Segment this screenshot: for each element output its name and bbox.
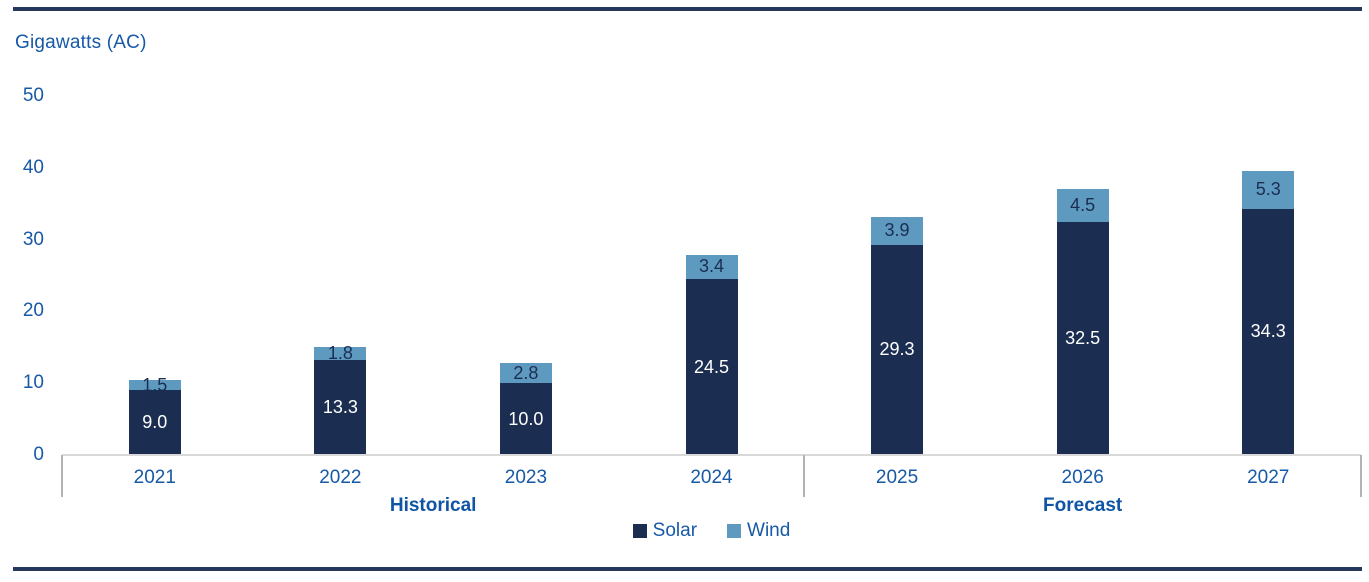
bar-segment-solar-2023: 10.0 bbox=[499, 383, 552, 455]
y-tick-label: 0 bbox=[33, 444, 44, 465]
bar-value-label: 3.9 bbox=[884, 220, 910, 241]
top-rule bbox=[13, 7, 1362, 11]
bar-value-label: 1.5 bbox=[142, 374, 168, 395]
group-label-historical: Historical bbox=[389, 495, 477, 516]
bar-value-label: 13.3 bbox=[322, 396, 358, 417]
legend-entry-solar: Solar bbox=[632, 520, 698, 542]
bar-segment-solar-2022: 13.3 bbox=[314, 359, 367, 455]
bar-value-label: 2.8 bbox=[513, 362, 539, 383]
y-tick-label: 40 bbox=[22, 156, 44, 178]
x-axis-line bbox=[62, 454, 1361, 456]
bar-segment-solar-2027: 34.3 bbox=[1242, 208, 1295, 455]
bar-value-label: 9.0 bbox=[142, 412, 168, 433]
bar-segment-wind-2024: 3.4 bbox=[685, 254, 738, 280]
bar-value-label: 4.5 bbox=[1070, 194, 1096, 215]
y-tick-label: 50 bbox=[22, 85, 44, 106]
bar-segment-solar-2021: 9.0 bbox=[128, 390, 181, 455]
bar-segment-wind-2022: 1.8 bbox=[314, 343, 367, 363]
legend: Solar Wind bbox=[62, 520, 1361, 542]
bar-segment-wind-2026: 4.5 bbox=[1056, 189, 1109, 222]
y-tick-label: 20 bbox=[22, 300, 44, 322]
bottom-rule bbox=[13, 567, 1362, 571]
x-category-label: 2025 bbox=[875, 467, 919, 488]
legend-swatch-wind bbox=[727, 524, 742, 538]
group-boundary-tick bbox=[1360, 455, 1362, 497]
bar-segment-solar-2026: 32.5 bbox=[1056, 221, 1109, 455]
x-category-label: 2024 bbox=[690, 467, 733, 488]
legend-label: Solar bbox=[652, 520, 698, 541]
bar-value-label: 10.0 bbox=[508, 408, 544, 429]
bar-value-label: 24.5 bbox=[693, 356, 730, 377]
bar-value-label: 5.3 bbox=[1255, 179, 1281, 200]
bar-segment-wind-2021: 1.5 bbox=[128, 375, 181, 395]
y-tick-label: 30 bbox=[22, 228, 44, 250]
legend-label: Wind bbox=[747, 520, 791, 541]
group-boundary-tick bbox=[61, 455, 63, 497]
bar-segment-wind-2027: 5.3 bbox=[1242, 170, 1295, 209]
bar-segment-wind-2025: 3.9 bbox=[871, 216, 924, 245]
x-category-label: 2026 bbox=[1061, 467, 1104, 488]
y-tick-label: 10 bbox=[22, 372, 44, 394]
x-category-label: 2021 bbox=[133, 467, 176, 488]
bar-value-label: 1.8 bbox=[327, 342, 353, 363]
x-category-label: 2027 bbox=[1247, 467, 1290, 488]
bar-segment-solar-2025: 29.3 bbox=[871, 244, 924, 455]
bar-value-label: 34.3 bbox=[1250, 321, 1286, 342]
x-category-label: 2023 bbox=[504, 467, 548, 488]
group-boundary-tick bbox=[803, 455, 806, 497]
bar-value-label: 32.5 bbox=[1065, 327, 1101, 348]
bar-segment-solar-2024: 24.5 bbox=[685, 279, 738, 455]
bar-value-label: 29.3 bbox=[879, 339, 915, 360]
x-category-label: 2022 bbox=[319, 467, 362, 488]
group-label-forecast: Forecast bbox=[1043, 495, 1123, 516]
legend-swatch-solar bbox=[632, 524, 647, 538]
bar-value-label: 3.4 bbox=[698, 256, 725, 277]
bar-segment-wind-2023: 2.8 bbox=[499, 362, 552, 384]
legend-entry-wind: Wind bbox=[727, 520, 790, 542]
y-axis-title: Gigawatts (AC) bbox=[15, 32, 147, 53]
